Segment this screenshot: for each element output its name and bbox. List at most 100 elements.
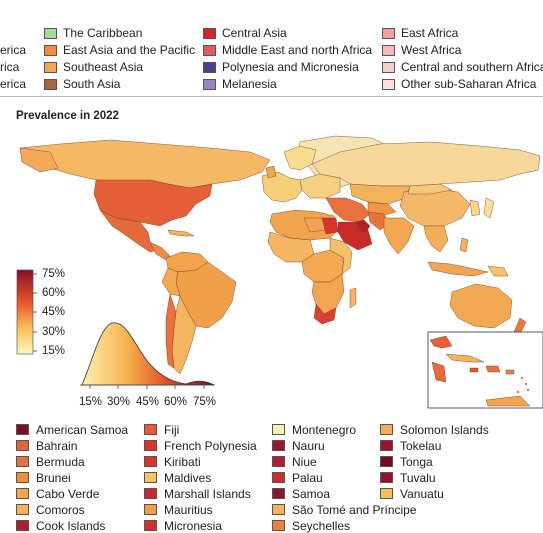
color-scale-ticks [33, 273, 37, 352]
legend-swatch [382, 61, 395, 73]
map-region-philippines [459, 237, 469, 253]
legend-swatch [272, 504, 285, 515]
map-region-uk [265, 165, 277, 179]
legend-item: Mauritius [144, 502, 213, 517]
legend-item: Bahrain [16, 438, 77, 453]
legend-label: Mauritius [164, 502, 213, 517]
legend-swatch [382, 78, 395, 90]
legend-label: Palau [292, 470, 323, 485]
legend-label: Central Asia [222, 26, 287, 40]
legend-swatch [144, 520, 157, 531]
legend-swatch [380, 440, 393, 451]
legend-swatch [380, 488, 393, 499]
legend-label: erica [0, 43, 27, 57]
legend-item-cut: erica [0, 77, 26, 91]
map-region-indonesia [427, 261, 489, 277]
map-region-east-africa [329, 237, 353, 275]
legend-swatch [144, 472, 157, 483]
legend-label: Montenegro [292, 422, 357, 437]
legend-item: Cabo Verde [16, 486, 99, 501]
map-region-alaska [19, 147, 59, 173]
legend-label: Brunei [36, 470, 71, 485]
legend-swatch [272, 520, 285, 531]
legend-swatch [16, 456, 29, 467]
legend-label: Kiribati [164, 454, 201, 469]
legend-swatch [380, 472, 393, 483]
legend-label: Maldives [164, 470, 212, 485]
legend-swatch [44, 27, 57, 39]
color-scale-bar [16, 269, 34, 355]
map-region-gulf [355, 219, 371, 233]
legend-label: Cook Islands [36, 518, 106, 533]
legend-label: Solomon Islands [400, 422, 489, 437]
legend-swatch [272, 424, 285, 435]
legend-swatch [272, 488, 285, 499]
legend-swatch [272, 472, 285, 483]
legend-item: Fiji [144, 422, 179, 437]
legend-label: Fiji [164, 422, 180, 437]
density-tick-label: 30% [107, 396, 131, 408]
legend-label: Melanesia [222, 77, 277, 91]
legend-item: French Polynesia [144, 438, 257, 453]
legend-label: Seychelles [292, 518, 351, 533]
legend-item: Brunei [16, 470, 71, 485]
map-region-indochina [423, 225, 449, 253]
inset-cuba [445, 353, 485, 363]
legend-item: West Africa [382, 43, 461, 57]
legend-label: South Asia [63, 77, 121, 91]
legend-item: São Tomé and Príncipe [272, 502, 417, 517]
legend-swatch [44, 44, 57, 56]
legend-label: rica [0, 60, 20, 74]
inset-small-islands [516, 376, 530, 394]
scale-tick-label: 15% [42, 345, 66, 357]
legend-label: Tonga [400, 454, 433, 469]
scale-tick-label: 60% [42, 287, 66, 299]
legend-label: Southeast Asia [63, 60, 144, 74]
legend-label: São Tomé and Príncipe [292, 502, 417, 517]
legend-swatch [203, 61, 216, 73]
legend-item: East Africa [382, 26, 458, 40]
legend-swatch [16, 504, 29, 515]
map-region-cuba [167, 229, 195, 237]
legend-swatch [16, 488, 29, 499]
scale-tick-label: 30% [42, 326, 66, 338]
map-region-central-asia-south [367, 201, 397, 217]
legend-label: French Polynesia [164, 438, 257, 453]
legend-item: South Asia [44, 77, 120, 91]
small-states-legend: American Samoa Bahrain Bermuda Brunei Ca… [0, 421, 543, 533]
legend-item: Micronesia [144, 518, 222, 533]
legend-item: Vanuatu [380, 486, 444, 501]
legend-label: Nauru [292, 438, 325, 453]
legend-item: Melanesia [203, 77, 277, 91]
legend-label: Micronesia [164, 518, 223, 533]
map-region-russia [311, 141, 541, 187]
legend-item: Comoros [16, 502, 85, 517]
scale-tick-label: 45% [42, 306, 66, 318]
map-title: Prevalence in 2022 [16, 110, 119, 122]
legend-item: Solomon Islands [380, 422, 489, 437]
legend-label: East Asia and the Pacific [63, 43, 196, 57]
legend-item: Kiribati [144, 454, 201, 469]
density-tick-label: 60% [164, 396, 188, 408]
inset-mexico-yucatan [431, 361, 447, 383]
legend-item: Middle East and north Africa [203, 43, 372, 57]
map-region-turkey-iran [325, 197, 371, 223]
region-legend: erica rica erica The Caribbean East Asia… [0, 0, 543, 95]
world-map [16, 135, 543, 409]
legend-item-cut: rica [0, 60, 19, 74]
legend-swatch [16, 440, 29, 451]
legend-label: The Caribbean [63, 26, 143, 40]
legend-item: Montenegro [272, 422, 356, 437]
inset-florida [429, 335, 453, 349]
legend-swatch [203, 78, 216, 90]
legend-label: Bermuda [36, 454, 85, 469]
legend-label: American Samoa [36, 422, 129, 437]
legend-label: Vanuatu [400, 486, 444, 501]
legend-swatch [144, 424, 157, 435]
legend-item: The Caribbean [44, 26, 142, 40]
legend-swatch [144, 488, 157, 499]
legend-swatch [382, 27, 395, 39]
inset-hispaniola [485, 365, 501, 373]
legend-item: Polynesia and Micronesia [203, 60, 359, 74]
legend-swatch [44, 78, 57, 90]
